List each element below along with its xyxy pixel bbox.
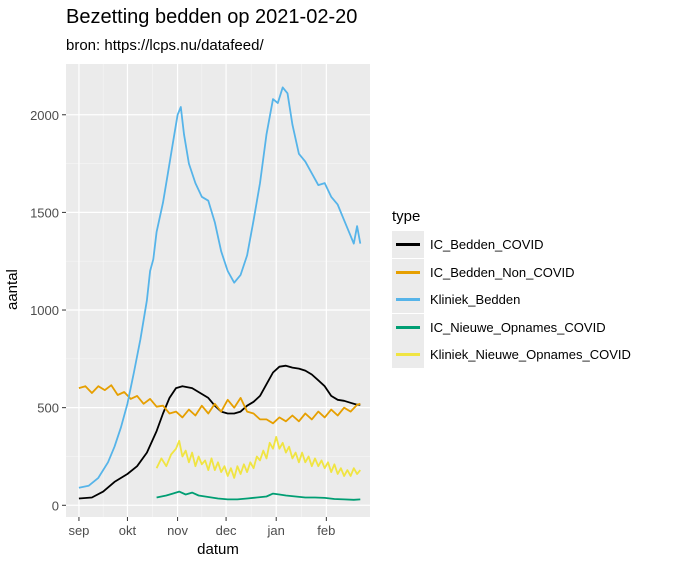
x-axis-title: datum bbox=[197, 541, 239, 558]
y-tick-label: 1500 bbox=[30, 205, 59, 220]
legend-key bbox=[392, 231, 424, 259]
series-line-kliniek-bedden bbox=[78, 86, 362, 489]
legend-label: IC_Nieuwe_Opnames_COVID bbox=[430, 319, 606, 335]
y-tick-label: 500 bbox=[37, 401, 59, 416]
legend: type IC_Bedden_COVID IC_Bedden_Non_COVID K… bbox=[392, 208, 631, 369]
chart-title: Bezetting bedden op 2021-02-20 bbox=[66, 6, 358, 28]
legend-label: Kliniek_Bedden bbox=[430, 292, 521, 308]
chart-subtitle: bron: https://lcps.nu/datafeed/ bbox=[66, 37, 264, 54]
legend-key bbox=[392, 286, 424, 314]
y-tick-label: 0 bbox=[52, 498, 59, 513]
legend-swatch bbox=[396, 298, 420, 302]
legend-key bbox=[392, 258, 424, 286]
x-tick-label: feb bbox=[317, 523, 335, 538]
y-tick-label: 2000 bbox=[30, 108, 59, 123]
legend-item: IC_Nieuwe_Opnames_COVID bbox=[392, 313, 631, 342]
legend-label: IC_Bedden_Non_COVID bbox=[430, 264, 575, 280]
x-tick-label: sep bbox=[68, 523, 89, 538]
legend-item: IC_Bedden_Non_COVID bbox=[392, 258, 631, 287]
legend-title: type bbox=[392, 208, 421, 225]
series-line-ic-bedden-covid bbox=[78, 364, 361, 500]
legend-key bbox=[392, 313, 424, 341]
panel-background bbox=[66, 64, 370, 517]
x-tick-label: jan bbox=[267, 523, 285, 538]
legend-swatch bbox=[396, 325, 420, 329]
series-line-ic-bedden-non-covid bbox=[78, 384, 361, 425]
legend-label: IC_Bedden_COVID bbox=[430, 237, 544, 253]
legend-swatch bbox=[396, 270, 420, 274]
y-axis-title: aantal bbox=[4, 269, 21, 310]
legend-swatch bbox=[396, 243, 420, 247]
x-tick-label: okt bbox=[119, 523, 137, 538]
legend-swatch bbox=[396, 353, 420, 357]
legend-item: Kliniek_Bedden bbox=[392, 286, 631, 314]
x-tick-label: nov bbox=[167, 523, 188, 538]
y-tick-label: 1000 bbox=[30, 303, 59, 318]
series-line-kliniek-nieuwe-opnames-covid bbox=[155, 435, 361, 479]
legend-key bbox=[392, 341, 424, 369]
x-tick-label: dec bbox=[216, 523, 237, 538]
legend-item: Kliniek_Nieuwe_Opnames_COVID bbox=[392, 341, 631, 369]
series-line-ic-nieuwe-opnames-covid bbox=[156, 490, 361, 501]
legend-label: Kliniek_Nieuwe_Opnames_COVID bbox=[430, 347, 631, 363]
legend-item: IC_Bedden_COVID bbox=[392, 231, 631, 259]
